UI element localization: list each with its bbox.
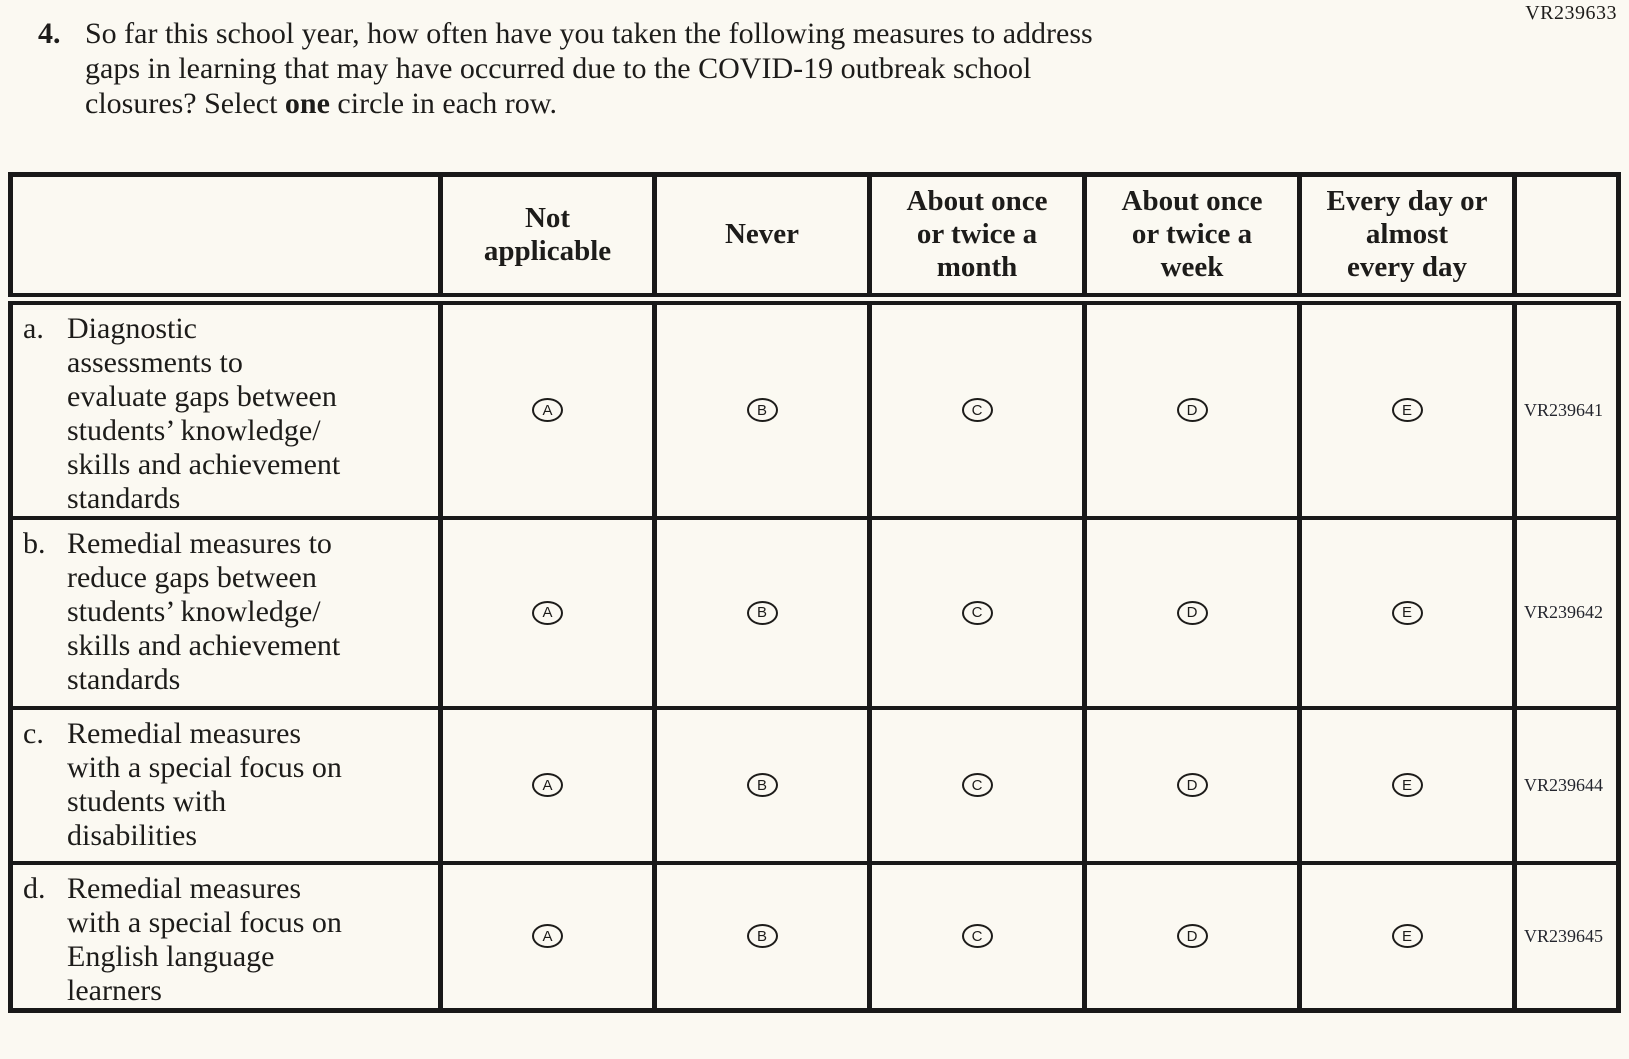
option-cell: D: [1082, 860, 1302, 1013]
bubble-d-not-applicable[interactable]: A: [532, 924, 563, 948]
option-cell: C: [867, 705, 1087, 865]
bubble-b-once-twice-week[interactable]: D: [1176, 600, 1208, 625]
row-letter: b.: [23, 526, 46, 560]
option-cell: D: [1082, 515, 1302, 710]
column-header-codes: [1512, 172, 1621, 305]
row-label: Diagnostic assessments to evaluate gaps …: [67, 311, 341, 515]
option-cell: E: [1297, 705, 1517, 865]
bubble-b-never[interactable]: B: [746, 600, 778, 625]
option-cell: A: [438, 705, 657, 865]
row-label-cell: a. Diagnostic assessments to evaluate ga…: [8, 296, 443, 520]
option-cell: B: [652, 860, 872, 1013]
bubble-c-never[interactable]: B: [746, 773, 778, 797]
column-header-once-twice-month: About once or twice a month: [867, 172, 1087, 305]
bubble-a-once-twice-week[interactable]: D: [1176, 398, 1208, 422]
column-header-once-twice-week: About once or twice a week: [1082, 172, 1302, 305]
response-grid: Not applicable Never About once or twice…: [8, 172, 1621, 1013]
bubble-a-not-applicable[interactable]: A: [532, 398, 563, 422]
bubble-d-never[interactable]: B: [746, 924, 778, 948]
row-code: VR239645: [1524, 925, 1604, 946]
bubble-a-every-day[interactable]: E: [1391, 398, 1423, 422]
bubble-a-never[interactable]: B: [746, 398, 778, 422]
option-cell: B: [652, 296, 872, 520]
row-code-cell: VR239641: [1512, 296, 1621, 520]
option-cell: C: [867, 515, 1087, 710]
option-cell: C: [867, 296, 1087, 520]
option-cell: E: [1297, 860, 1517, 1013]
bubble-c-not-applicable[interactable]: A: [532, 773, 563, 797]
option-cell: E: [1297, 515, 1517, 710]
page-code: VR239633: [1525, 2, 1617, 24]
column-header-not-applicable: Not applicable: [438, 172, 657, 305]
table-row-c: c. Remedial measures with a special focu…: [8, 705, 1621, 865]
bubble-c-every-day[interactable]: E: [1391, 773, 1423, 797]
question-text-start: So far this school year, how often have …: [85, 17, 1093, 120]
bubble-a-once-twice-month[interactable]: C: [961, 398, 993, 422]
row-code-cell: VR239644: [1512, 705, 1621, 865]
option-cell: E: [1297, 296, 1517, 520]
row-label-cell: b. Remedial measures to reduce gaps betw…: [8, 515, 443, 710]
bubble-d-every-day[interactable]: E: [1391, 924, 1423, 948]
row-code: VR239644: [1524, 774, 1604, 795]
option-cell: D: [1082, 705, 1302, 865]
option-cell: B: [652, 515, 872, 710]
table-row-b: b. Remedial measures to reduce gaps betw…: [8, 515, 1621, 710]
row-label: Remedial measures with a special focus o…: [67, 871, 342, 1007]
table-row-d: d. Remedial measures with a special focu…: [8, 860, 1621, 1013]
row-code-cell: VR239645: [1512, 860, 1621, 1013]
row-letter: a.: [23, 311, 44, 345]
question-number: 4.: [38, 17, 61, 50]
question-block: 4. So far this school year, how often ha…: [38, 16, 1093, 121]
column-header-never: Never: [652, 172, 872, 305]
table-row-a: a. Diagnostic assessments to evaluate ga…: [8, 296, 1621, 520]
bubble-c-once-twice-week[interactable]: D: [1176, 773, 1208, 797]
bubble-b-every-day[interactable]: E: [1391, 600, 1423, 625]
row-code: VR239642: [1524, 602, 1604, 622]
option-cell: C: [867, 860, 1087, 1013]
option-cell: A: [438, 515, 657, 710]
row-label: Remedial measures with a special focus o…: [67, 716, 342, 852]
option-cell: A: [438, 860, 657, 1013]
bubble-d-once-twice-month[interactable]: C: [961, 924, 993, 948]
header-row: Not applicable Never About once or twice…: [8, 172, 1621, 305]
bubble-c-once-twice-month[interactable]: C: [961, 773, 993, 797]
row-code: VR239641: [1524, 399, 1604, 420]
question-text: So far this school year, how often have …: [85, 16, 1093, 121]
question-text-end: circle in each row.: [329, 87, 558, 120]
column-header-every-day: Every day or almost every day: [1297, 172, 1517, 305]
option-cell: A: [438, 296, 657, 520]
row-label-cell: d. Remedial measures with a special focu…: [8, 860, 443, 1013]
option-cell: D: [1082, 296, 1302, 520]
bubble-b-once-twice-month[interactable]: C: [961, 600, 993, 625]
row-letter: c.: [23, 716, 44, 750]
row-label: Remedial measures to reduce gaps between…: [67, 526, 341, 696]
option-cell: B: [652, 705, 872, 865]
bubble-d-once-twice-week[interactable]: D: [1176, 924, 1208, 948]
row-code-cell: VR239642: [1512, 515, 1621, 710]
bubble-b-not-applicable[interactable]: A: [532, 600, 563, 625]
question-text-bold: one: [284, 87, 330, 120]
column-header-stub: [8, 172, 443, 305]
row-letter: d.: [23, 871, 46, 905]
row-label-cell: c. Remedial measures with a special focu…: [8, 705, 443, 865]
